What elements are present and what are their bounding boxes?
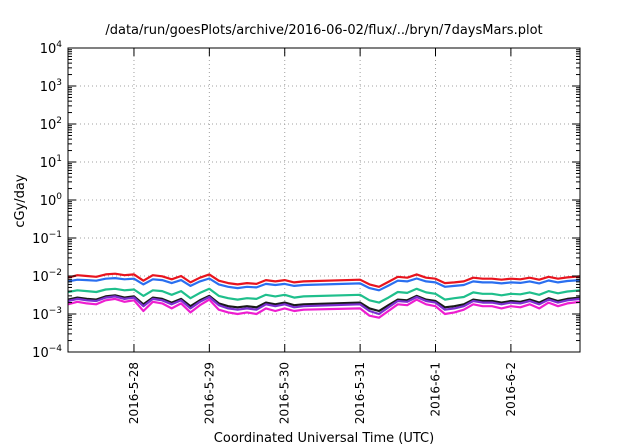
y-tick-label: 10−4 [32, 344, 62, 361]
x-tick-label: 2016-5-31 [353, 362, 367, 424]
series-line-2 [67, 277, 581, 292]
series-line-4 [67, 294, 581, 313]
x-axis-label: Coordinated Universal Time (UTC) [214, 431, 434, 446]
y-axis-label: cGy/day [13, 174, 28, 228]
series-line-3 [67, 287, 581, 304]
y-tick-label: 10−2 [32, 268, 62, 285]
x-tick-label: 2016-5-30 [278, 362, 292, 424]
y-tick-labels: 10−4 10−3 10−2 10−1 100 101 102 103 104 [32, 40, 62, 361]
x-tick-label: 2016-5-28 [127, 362, 141, 424]
x-tick-label: 2016-5-29 [202, 362, 216, 424]
grid-lines [68, 48, 580, 352]
y-tick-label: 101 [40, 154, 62, 171]
x-tick-label: 2016-6-1 [429, 362, 443, 416]
y-tick-label: 104 [40, 40, 63, 57]
series-layer [67, 272, 581, 319]
y-tick-label: 10−1 [32, 230, 62, 247]
y-tick-label: 102 [40, 116, 62, 133]
x-tick-label: 2016-6-2 [504, 362, 518, 416]
series-line-1 [67, 272, 581, 288]
series-line-6 [67, 297, 581, 319]
y-tick-label: 10−3 [32, 306, 62, 323]
chart-title: /data/run/goesPlots/archive/2016-06-02/f… [105, 23, 542, 38]
series-line-5 [67, 295, 581, 316]
y-tick-label: 100 [40, 192, 63, 209]
y-tick-label: 103 [40, 78, 62, 95]
axis-ticks [68, 47, 580, 353]
x-tick-labels: 2016-5-28 2016-5-29 2016-5-30 2016-5-31 2016… [127, 362, 518, 424]
